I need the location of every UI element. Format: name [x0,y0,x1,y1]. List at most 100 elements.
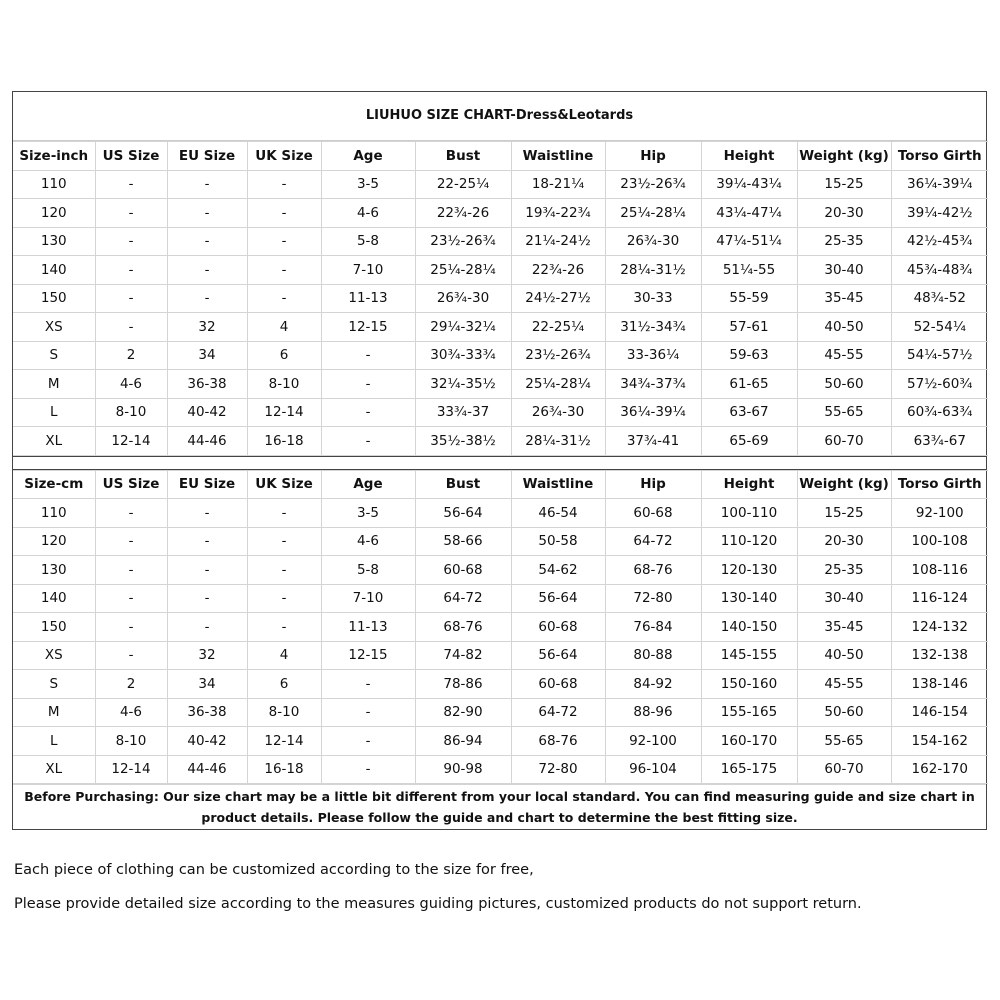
table-cell: 4-6 [320,198,416,228]
table-cell: 72-80 [604,583,702,613]
table-cell: 45-55 [796,669,892,699]
table-cell: 5-8 [320,226,416,256]
table-cell: - [166,198,248,228]
table-cell: 80-88 [604,640,702,670]
table-cell: 30¾-33¾ [414,340,512,370]
table-cell: 58-66 [414,526,512,556]
table-cell: 25-35 [796,226,892,256]
table-cell: 3-5 [320,498,416,528]
table-cell: 22-25¼ [414,169,512,199]
table-cell: 90-98 [414,754,512,784]
table-cell: 165-175 [700,754,798,784]
table-cell: M [13,369,96,399]
inch-table: Size-inch US Size EU Size UK Size Age Bust Wai… [13,141,988,456]
table-cell: 30-40 [796,583,892,613]
table-cell: 140 [13,583,96,613]
table-cell: 32 [166,640,248,670]
table-cell: 162-170 [890,754,988,784]
table-cell: - [246,283,322,313]
table-cell: 6 [246,669,322,699]
table-cell: 7-10 [320,583,416,613]
table-cell: 145-155 [700,640,798,670]
table-row: 120- - -4-6 58-66 50-58 64-72 110-120 20-30 100-… [13,526,988,556]
table-cell: - [94,312,168,342]
table-cell: 20-30 [796,526,892,556]
table-cell: - [94,526,168,556]
table-cell: - [94,283,168,313]
column-header: UK Size [246,141,322,171]
table-row: L 8-10 40-42 12-14-86-94 68-76 92-100 160-170 5… [13,726,988,756]
column-header: Size-cm [13,469,96,499]
table-cell: 56-64 [510,583,606,613]
table-cell: 51¼-55 [700,255,798,285]
footer-line-2: Please provide detailed size according t… [14,896,862,912]
table-cell: - [94,198,168,228]
table-cell: 42½-45¾ [890,226,988,256]
purchase-note: Before Purchasing: Our size chart may be… [13,784,986,829]
table-cell: 63-67 [700,397,798,427]
table-cell: - [166,226,248,256]
table-cell: 60-68 [510,669,606,699]
table-cell: 7-10 [320,255,416,285]
table-cell: 45-55 [796,340,892,370]
table-cell: 92-100 [890,498,988,528]
table-cell: - [166,255,248,285]
table-row: XL 12-14 44-46 16-18-90-98 72-80 96-104 165-17… [13,754,988,784]
table-cell: 19¾-22¾ [510,198,606,228]
table-cell: 28¼-31½ [510,426,606,456]
table-cell: 76-84 [604,612,702,642]
table-cell: 60-68 [414,555,512,585]
table-cell: - [94,169,168,199]
table-cell: L [13,397,96,427]
table-cell: 130 [13,555,96,585]
column-header: Height [700,141,798,171]
column-header: EU Size [166,141,248,171]
table-cell: 35-45 [796,283,892,313]
table-cell: 150 [13,612,96,642]
table-cell: 78-86 [414,669,512,699]
table-cell: 36-38 [166,369,248,399]
table-row: XL 12-14 44-46 16-18-35½-38½ 28¼-31½ 37¾-41 65… [13,426,988,456]
table-cell: 57½-60¾ [890,369,988,399]
table-cell: - [246,255,322,285]
table-cell: 50-60 [796,369,892,399]
table-cell: 39¼-43¼ [700,169,798,199]
table-cell: - [166,169,248,199]
cm-table: Size-cm US Size EU Size UK Size Age Bust Waist… [13,469,988,785]
table-cell: 154-162 [890,726,988,756]
table-cell: - [166,498,248,528]
table-cell: 37¾-41 [604,426,702,456]
table-cell: 11-13 [320,283,416,313]
table-row: M 4-6 36-38 8-10-32¼-35½ 25¼-28¼ 34¾-37¾ 61-65… [13,369,988,399]
size-chart: LIUHUO SIZE CHART-Dress&Leotards Size-in… [12,91,988,830]
table-row: XS -32 4 12-15 29¼-32¼ 22-25¼ 31½-34¾ 57-61 40-5… [13,312,988,342]
table-cell: 120 [13,198,96,228]
table-cell: - [246,583,322,613]
table-cell: 110 [13,498,96,528]
table-cell: 35½-38½ [414,426,512,456]
table-cell: 43¼-47¼ [700,198,798,228]
table-cell: 110-120 [700,526,798,556]
table-cell: 35-45 [796,612,892,642]
table-cell: 22¾-26 [510,255,606,285]
table-cell: 110 [13,169,96,199]
table-cell: 52-54¼ [890,312,988,342]
table-cell: 132-138 [890,640,988,670]
table-cell: 50-58 [510,526,606,556]
table-cell: 74-82 [414,640,512,670]
table-cell: M [13,697,96,727]
table-cell: 56-64 [510,640,606,670]
table-cell: 6 [246,340,322,370]
table-cell: 72-80 [510,754,606,784]
table-cell: 55-65 [796,726,892,756]
table-cell: 59-63 [700,340,798,370]
table-cell: 108-116 [890,555,988,585]
table-cell: 15-25 [796,169,892,199]
table-cell: XS [13,312,96,342]
table-cell: - [166,583,248,613]
column-header: Weight (kg) [796,141,892,171]
table-cell: 68-76 [510,726,606,756]
table-cell: 55-59 [700,283,798,313]
table-cell: XL [13,754,96,784]
table-row: 140- - -7-10 25¼-28¼ 22¾-26 28¼-31½ 51¼-55 30-4… [13,255,988,285]
